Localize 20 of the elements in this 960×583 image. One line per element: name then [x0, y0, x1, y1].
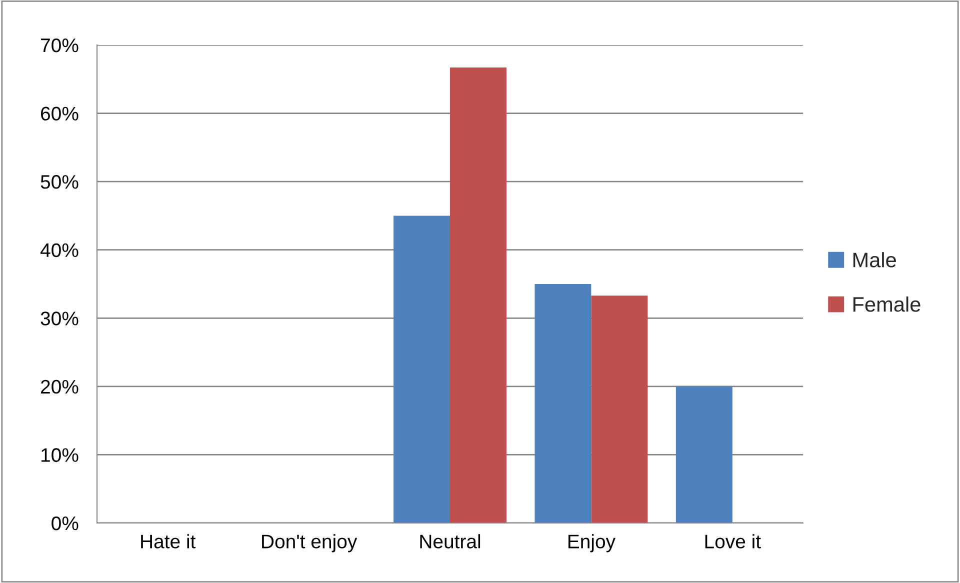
y-tick-label: 10%: [42, 448, 78, 462]
y-tick-label: 60%: [41, 106, 78, 121]
x-tick-label: Don't enjoy: [262, 534, 358, 552]
y-tick-label: 0%: [52, 516, 78, 530]
bar: [676, 386, 732, 523]
y-tick-label: 40%: [40, 243, 78, 258]
bar: [450, 68, 506, 523]
y-tick-label: 20%: [41, 380, 78, 394]
legend-label: Male: [853, 252, 896, 268]
y-tick-label: 50%: [40, 175, 78, 189]
bar: [394, 216, 450, 523]
y-tick-label: 30%: [40, 312, 78, 326]
y-tick-label: 70%: [41, 38, 78, 52]
x-tick-label: Enjoy: [568, 534, 616, 552]
bar: [534, 284, 592, 523]
x-tick-label: Neutral: [420, 534, 480, 548]
bar: [591, 296, 648, 523]
x-tick-label: Love it: [705, 534, 761, 548]
x-tick-label: Hate it: [141, 534, 196, 548]
legend-label: Female: [853, 296, 920, 312]
